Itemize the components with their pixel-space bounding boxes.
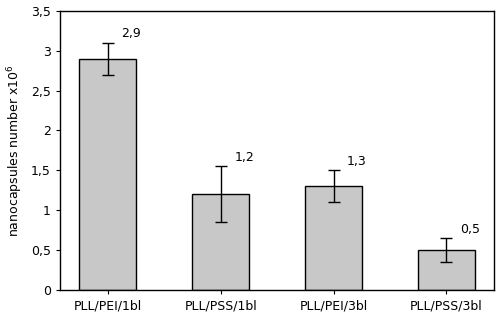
Text: 1,3: 1,3: [347, 155, 367, 168]
Bar: [306, 186, 362, 290]
Bar: [418, 251, 474, 290]
Bar: [192, 195, 249, 290]
Bar: [80, 59, 136, 290]
Y-axis label: nanocapsules number x10$^6$: nanocapsules number x10$^6$: [6, 64, 25, 237]
Text: 0,5: 0,5: [460, 223, 480, 236]
Text: 2,9: 2,9: [122, 27, 141, 40]
Text: 1,2: 1,2: [234, 151, 254, 164]
